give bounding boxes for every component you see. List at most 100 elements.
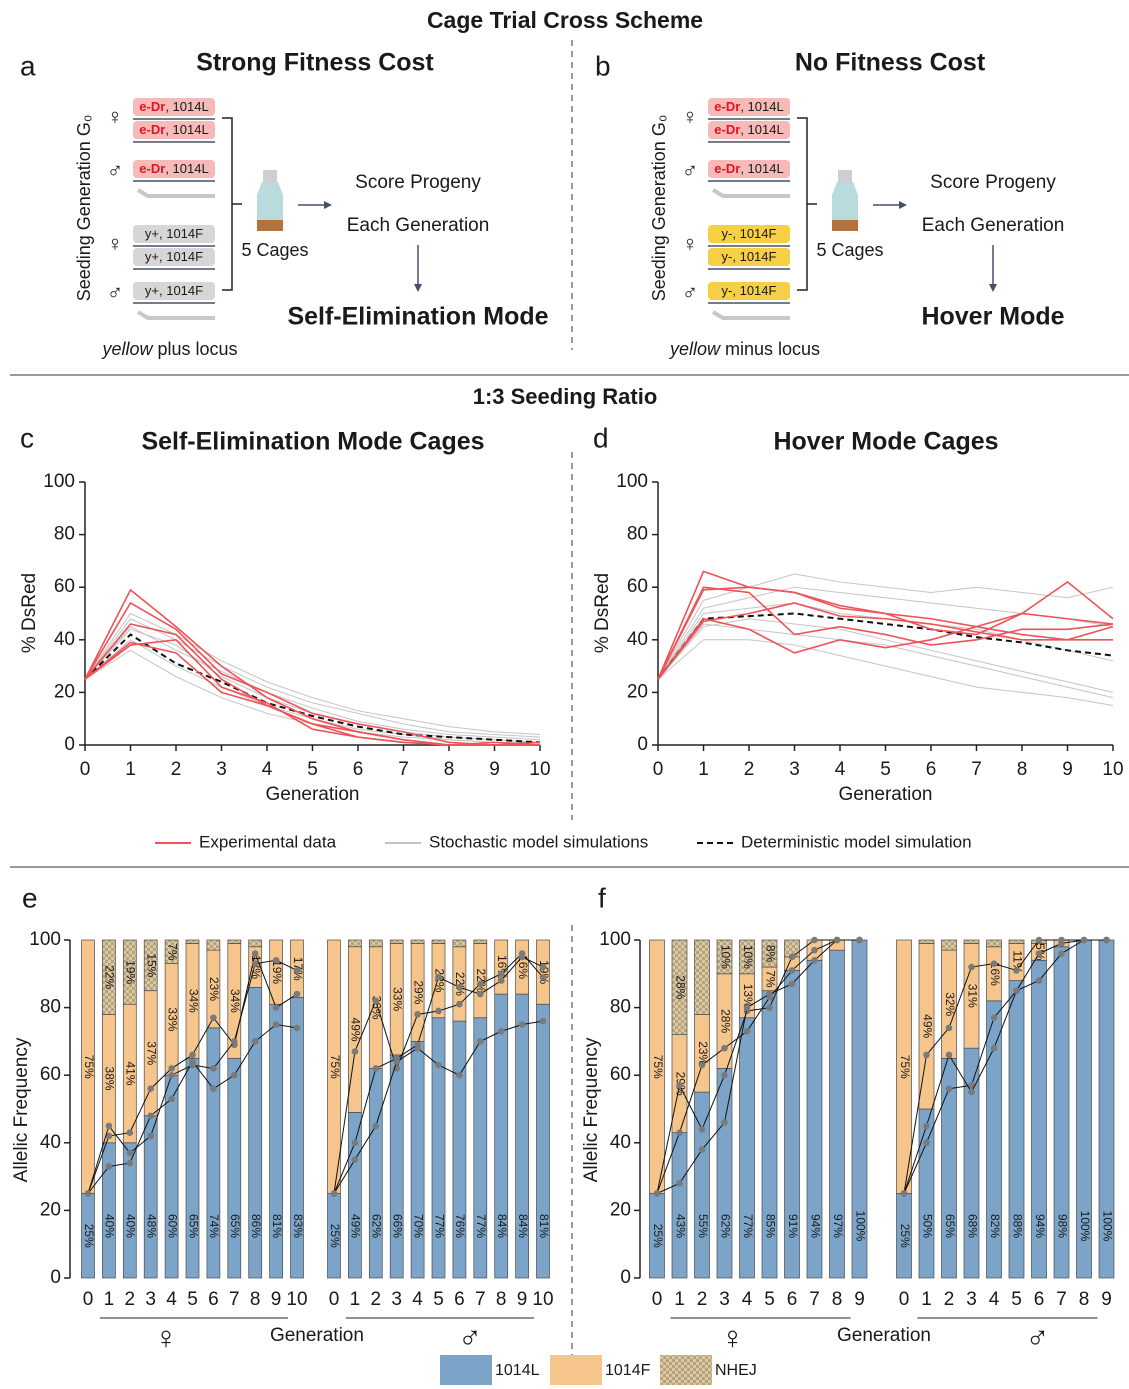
cage-point <box>105 1132 113 1140</box>
allele: y+ <box>145 249 159 264</box>
value-label: 49% <box>349 1018 363 1042</box>
snp: , 1014F <box>732 226 776 241</box>
value-label: 37% <box>145 1041 159 1065</box>
allele: y+ <box>145 283 159 298</box>
y-tick-label: 80 <box>54 524 75 545</box>
bar-segment <box>986 939 1002 948</box>
x-tick-label: 4 <box>835 759 846 780</box>
group-label: ♂ <box>458 1319 482 1355</box>
bar-segment <box>716 1068 733 1279</box>
chromosome-label: e-Dr, 1014L <box>714 161 783 176</box>
bracket <box>797 117 817 291</box>
value-label: 81% <box>270 1214 284 1238</box>
x-tick-label: 2 <box>171 759 182 780</box>
value-label: 60% <box>165 1214 179 1238</box>
snp: , 1014L <box>165 99 208 114</box>
cage-point <box>414 1041 421 1049</box>
progeny-label: Score Progeny <box>355 172 481 193</box>
value-label: 55% <box>696 1214 710 1238</box>
x-tick-label: 10 <box>532 1289 553 1310</box>
sex-symbol: ♂ <box>682 280 699 305</box>
cage-point <box>698 1146 706 1153</box>
cage-point <box>251 1038 259 1045</box>
progeny-label: Each Generation <box>347 215 490 236</box>
bar-segment <box>918 1108 935 1279</box>
chromosome-box <box>133 282 215 300</box>
allele: y- <box>722 283 733 298</box>
cage-point <box>990 960 998 967</box>
cage-point <box>1013 987 1020 994</box>
x-tick-label: 8 <box>1017 759 1028 780</box>
sex-symbol: ♀ <box>682 231 699 256</box>
cage-point <box>351 1156 359 1163</box>
sex-symbol: ♂ <box>107 158 124 183</box>
cage-cap <box>838 170 852 182</box>
cage-point <box>251 950 259 957</box>
x-tick-label: 4 <box>166 1289 177 1310</box>
x-tick-label: 1 <box>350 1289 361 1310</box>
cage-point <box>968 963 975 971</box>
cage-point <box>518 1021 526 1028</box>
cage-point <box>1080 936 1088 944</box>
cage-point <box>539 1017 547 1025</box>
chromosome-box <box>133 121 215 139</box>
arrow-head <box>414 284 422 292</box>
cage-point <box>676 1082 683 1089</box>
bar-segment <box>536 939 550 1005</box>
cage-point <box>456 1000 463 1008</box>
x-tick-label: 0 <box>80 759 91 780</box>
cage-point <box>126 1159 134 1167</box>
y-tick-label: 60 <box>610 1064 631 1085</box>
bar-segment <box>671 939 688 1035</box>
series-line <box>657 602 1114 680</box>
x-tick-label: 7 <box>971 759 982 780</box>
value-label: 25% <box>328 1224 342 1248</box>
y-tick-label: 60 <box>40 1064 61 1085</box>
value-label: 32% <box>943 992 957 1016</box>
cage-point <box>126 1129 134 1136</box>
deterministic-line <box>84 633 541 744</box>
cage-point <box>293 990 301 998</box>
cage-point <box>923 1051 930 1059</box>
x-tick-label: 2 <box>371 1289 382 1310</box>
cage-point <box>147 1085 154 1093</box>
series-line <box>657 586 1114 680</box>
cage-point <box>539 973 547 981</box>
series-line <box>84 601 540 746</box>
bar-segment <box>431 939 446 944</box>
cage-point <box>945 1085 953 1093</box>
y-tick-label: 40 <box>54 629 75 650</box>
series-line <box>657 639 1114 707</box>
x-tick-label: 6 <box>787 1289 798 1310</box>
y-tick-label: 20 <box>627 681 648 702</box>
cage-point <box>126 1149 134 1157</box>
cage-food <box>257 220 283 231</box>
series-line <box>84 612 541 735</box>
section-title: 1:3 Seeding Ratio <box>473 384 658 409</box>
locus-gene: yellow <box>100 339 153 359</box>
x-tick-label: 9 <box>1062 759 1073 780</box>
cage-point <box>811 936 818 944</box>
value-label: 10% <box>741 945 755 969</box>
y-axis-label: % DsRed <box>19 573 40 653</box>
value-label: 65% <box>943 1214 957 1238</box>
y-chromosome <box>136 188 215 198</box>
x-axis-label: Generation <box>265 784 359 805</box>
cage-point <box>721 1119 728 1126</box>
value-label: 19% <box>124 960 138 984</box>
value-label: 97% <box>831 1214 845 1238</box>
bar-segment <box>348 939 362 948</box>
x-tick-label: 3 <box>719 1289 730 1310</box>
bar-segment <box>102 939 116 1015</box>
y-chromosome <box>136 310 215 320</box>
x-tick-label: 3 <box>391 1289 402 1310</box>
allele: e-Dr <box>714 122 740 137</box>
allele: y+ <box>145 226 159 241</box>
value-label: 41% <box>124 1061 138 1085</box>
cage-point <box>968 1082 975 1089</box>
bar-segment <box>227 939 242 944</box>
x-tick-label: 6 <box>208 1289 219 1310</box>
x-tick-label: 6 <box>454 1289 465 1310</box>
y-tick-label: 40 <box>627 629 648 650</box>
value-label: 84% <box>495 1214 509 1238</box>
